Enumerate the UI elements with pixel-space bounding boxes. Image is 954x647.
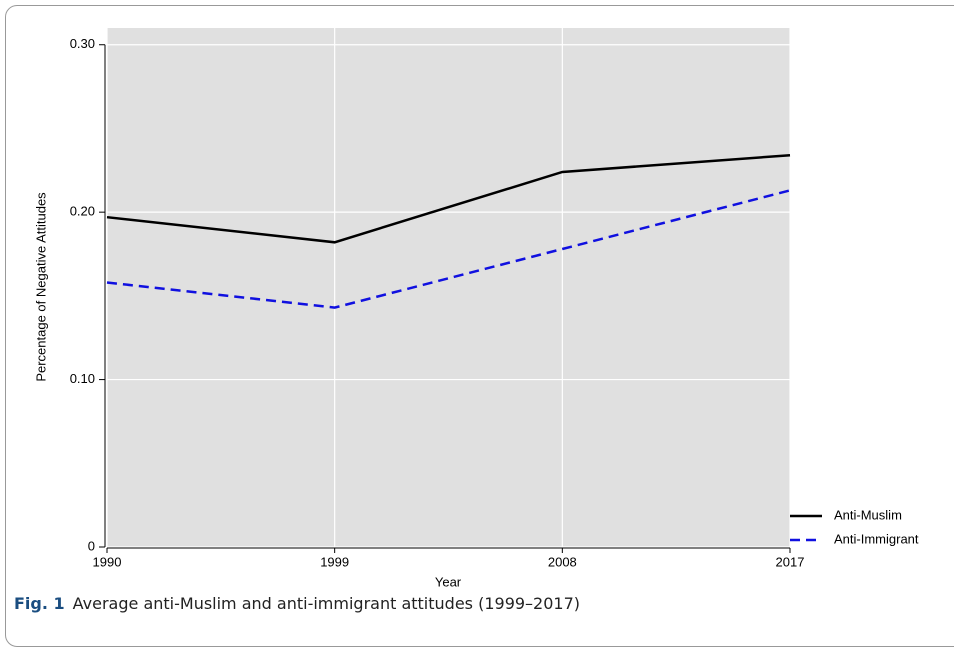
caption: Fig. 1 Average anti-Muslim and anti-immig… — [14, 594, 580, 613]
x-axis-label: Year — [435, 574, 462, 589]
y-tick-label: 0.20 — [70, 204, 95, 219]
y-tick-label: 0 — [88, 538, 95, 553]
legend-label: Anti-Muslim — [834, 507, 902, 522]
x-tick-label: 1990 — [93, 554, 122, 569]
caption-text: Average anti-Muslim and anti-immigrant a… — [72, 594, 581, 613]
plot-area — [107, 28, 790, 547]
caption-label: Fig. 1 — [14, 594, 65, 613]
x-tick-label: 1999 — [320, 554, 349, 569]
y-axis-label: Percentage of Negative Attitudes — [33, 192, 48, 382]
series-line — [106, 153, 791, 244]
x-tick-label: 2008 — [548, 554, 577, 569]
y-tick-label: 0.30 — [70, 36, 95, 51]
series-line — [106, 189, 791, 309]
page: Year Percentage of Negative Attitudes 0 0… — [5, 5, 954, 647]
legend-label: Anti-Immigrant — [834, 531, 919, 546]
chart: Year Percentage of Negative Attitudes 0 0… — [33, 28, 919, 589]
y-tick-label: 0.10 — [70, 371, 95, 386]
x-tick-label: 2017 — [776, 554, 805, 569]
